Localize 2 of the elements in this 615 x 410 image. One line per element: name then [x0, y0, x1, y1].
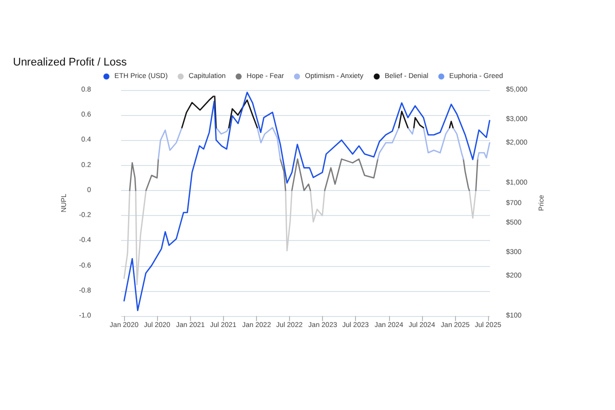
line-series [123, 92, 490, 312]
chart-title: Unrealized Profit / Loss [13, 56, 128, 68]
